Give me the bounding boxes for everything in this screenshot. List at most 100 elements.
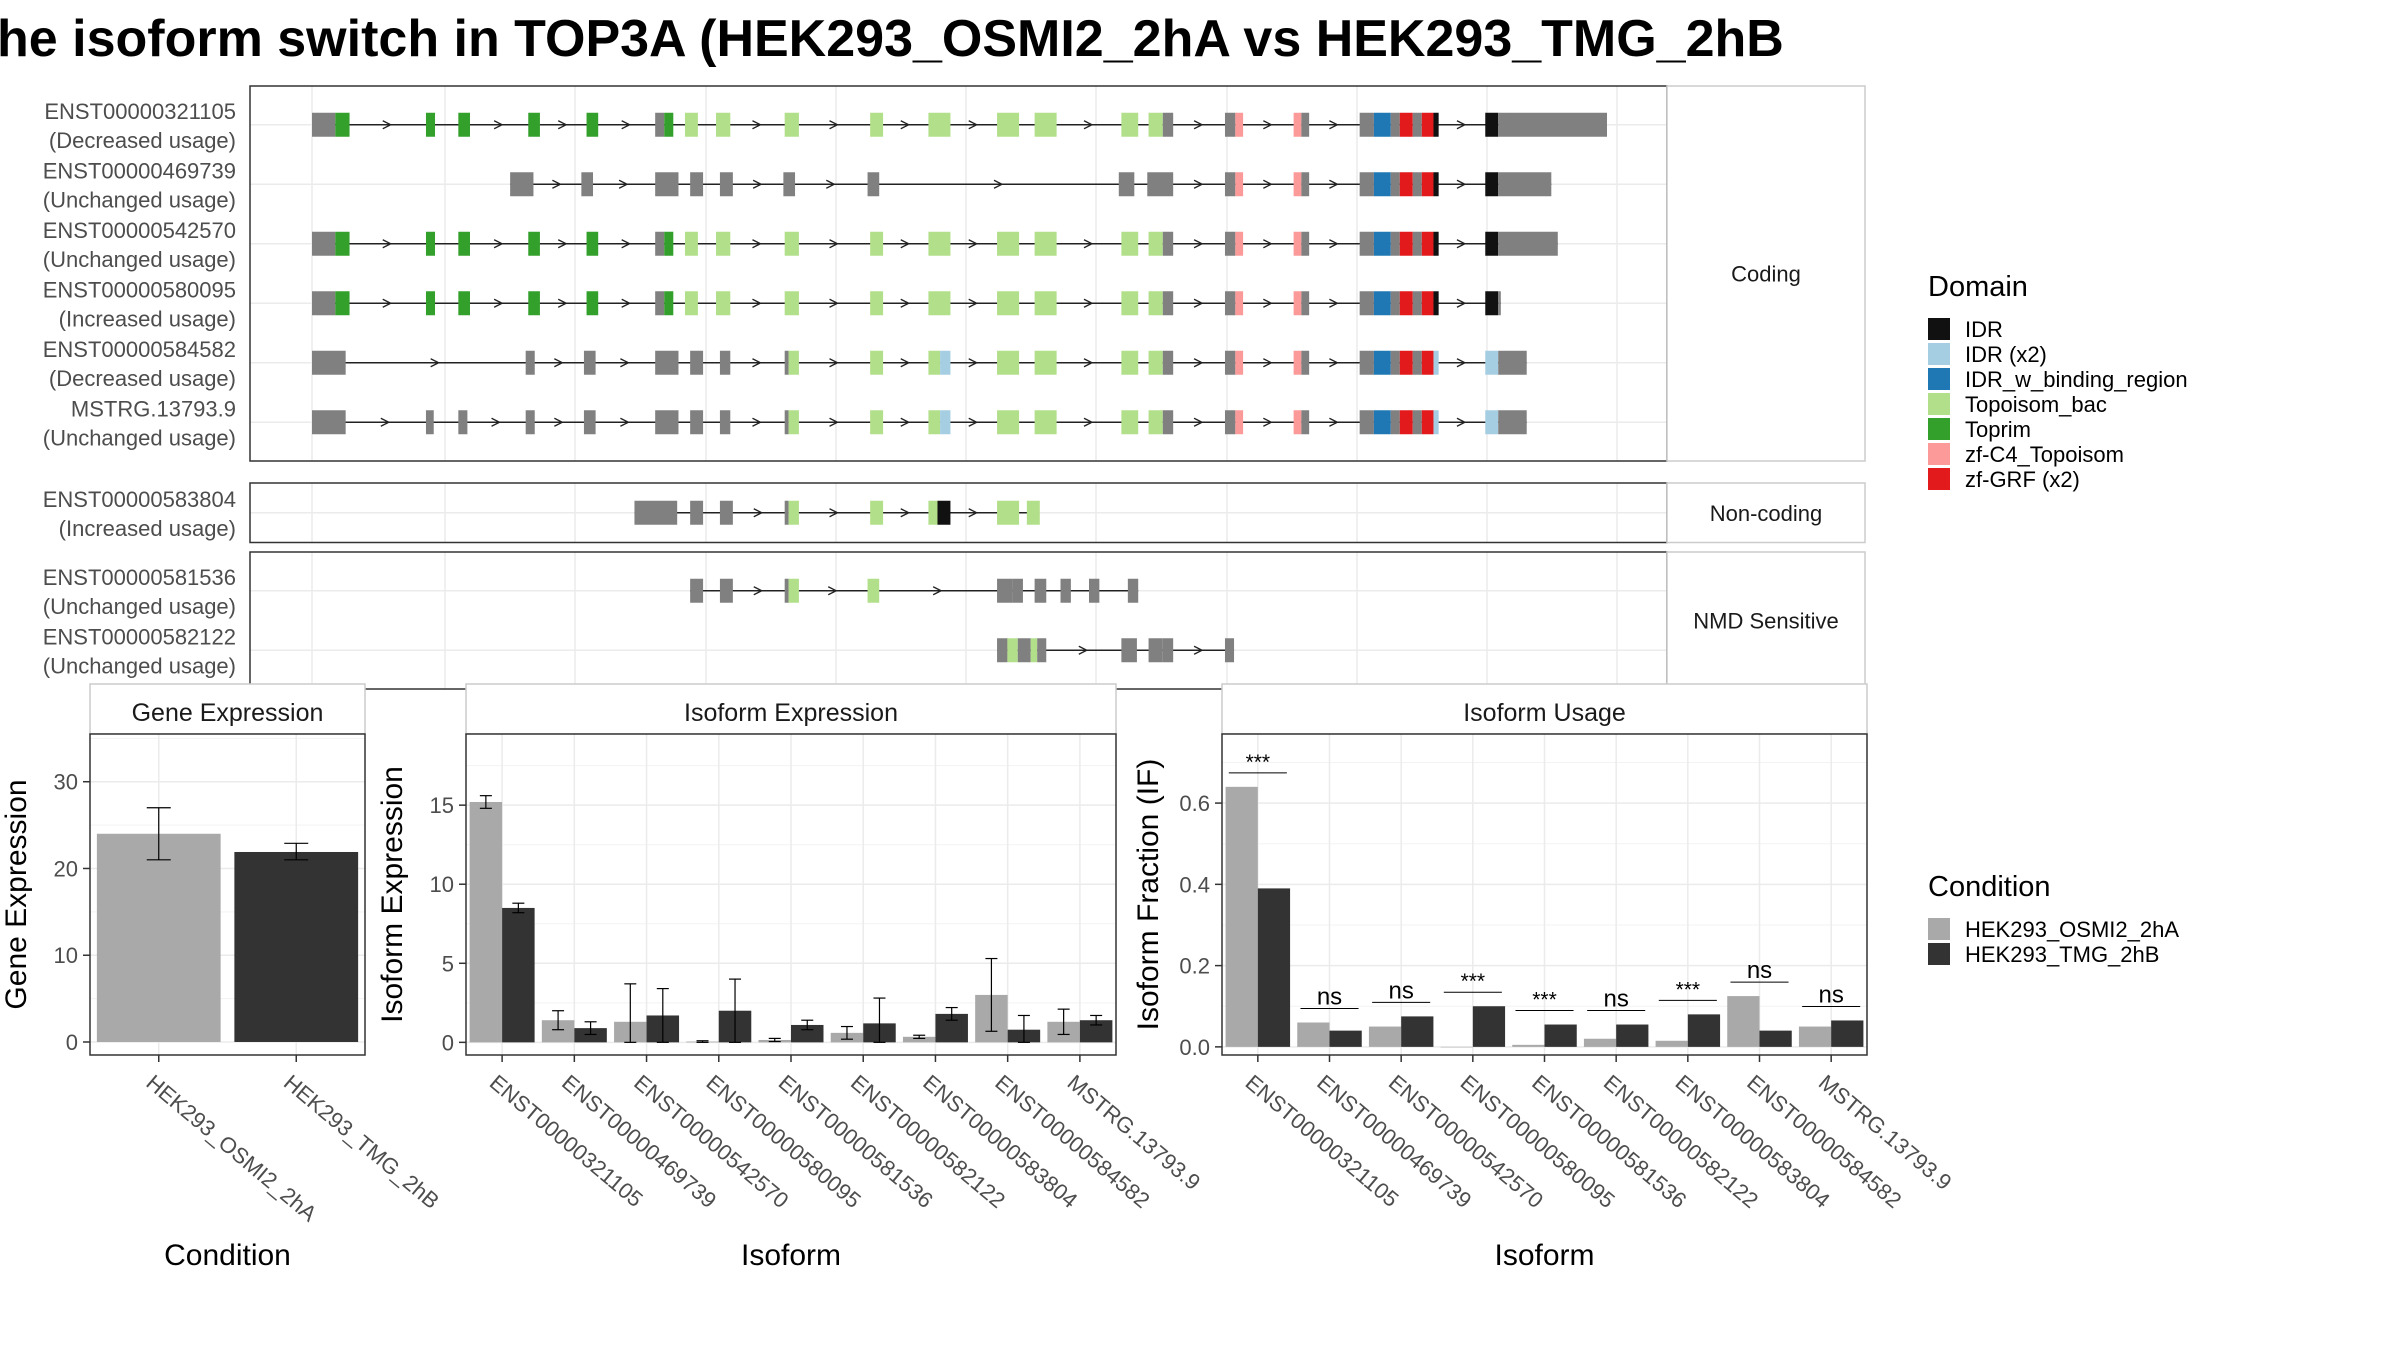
y-tick-label: 30 [54, 770, 78, 795]
exon-zf-c4-topoisom [1235, 410, 1244, 435]
facet-strip [1666, 85, 1866, 462]
exon-topoisom-bac [684, 112, 698, 137]
exon-no-domain [425, 410, 434, 435]
direction-arrow [1193, 417, 1204, 427]
exon-no-domain [312, 112, 336, 137]
direction-arrow [1456, 239, 1467, 249]
direction-arrow [552, 179, 562, 189]
exon-topoisom-bac [1034, 410, 1057, 435]
exon-idr-w-binding-region [1373, 350, 1391, 375]
exon-toprim [335, 231, 350, 256]
x-axis-title: Isoform [1494, 1239, 1594, 1272]
exon-no-domain [1034, 578, 1047, 603]
exon-topoisom-bac [1121, 231, 1139, 256]
exon-idr-x2- [1433, 350, 1439, 375]
exon-no-domain [1359, 231, 1374, 256]
exon-topoisom-bac [788, 500, 799, 525]
exon-no-domain [525, 410, 535, 435]
direction-arrow [1456, 358, 1467, 368]
exon-idr [1433, 172, 1439, 197]
direction-arrow [1329, 120, 1339, 130]
transcript-row: ENST00000584582 (Decreased usage) [43, 337, 1667, 391]
direction-arrow [1456, 120, 1467, 130]
exon-idr [1433, 231, 1439, 256]
legend-label: IDR [1965, 317, 2003, 342]
exon-zf-c4-topoisom [1235, 231, 1244, 256]
exon-idr [1433, 291, 1439, 316]
y-tick-label: 10 [54, 943, 78, 968]
bar [1616, 1024, 1649, 1047]
exon-toprim [335, 112, 350, 137]
facet-label: Non-coding [1710, 501, 1823, 526]
direction-arrow [1083, 120, 1094, 130]
direction-arrow [1329, 358, 1339, 368]
exon-toprim [528, 231, 540, 256]
direction-arrow [430, 358, 441, 368]
direction-arrow [968, 298, 979, 308]
significance-label: *** [1246, 751, 1271, 774]
exon-topoisom-bac [1148, 112, 1163, 137]
exon-no-domain [1412, 410, 1422, 435]
direction-arrow [1083, 298, 1094, 308]
bar [1727, 996, 1760, 1047]
exon-zf-grf-x2- [1399, 410, 1413, 435]
exon-topoisom-bac [997, 291, 1020, 316]
exon-no-domain [1390, 112, 1400, 137]
exon-no-domain [1359, 291, 1374, 316]
exon-no-domain [1498, 172, 1506, 197]
direction-arrow [752, 298, 762, 308]
exon-topoisom-bac [870, 291, 884, 316]
direction-arrow [993, 179, 1004, 189]
exon-no-domain [784, 350, 789, 375]
legend-swatch [1928, 943, 1950, 965]
bar [1329, 1030, 1362, 1047]
transcript-id-label: ENST00000542570 [43, 218, 236, 243]
exon-no-domain [510, 172, 534, 197]
exon-topoisom-bac [716, 291, 731, 316]
exon-no-domain [583, 410, 596, 435]
exon-no-domain [1505, 172, 1552, 197]
exon-zf-c4-topoisom [1235, 172, 1244, 197]
exon-no-domain [1301, 410, 1310, 435]
exon-no-domain [719, 172, 733, 197]
transcript-usage-label: (Increased usage) [59, 516, 236, 541]
direction-arrow [557, 120, 568, 130]
exon-no-domain [1301, 112, 1310, 137]
transcript-id-label: ENST00000581536 [43, 565, 236, 590]
direction-arrow [900, 239, 911, 249]
direction-arrow [620, 358, 630, 368]
exon-topoisom-bac [1026, 500, 1040, 525]
direction-arrow [752, 417, 762, 427]
direction-arrow [752, 239, 762, 249]
exon-no-domain [1162, 291, 1174, 316]
bar [234, 851, 359, 1042]
transcript-id-label: ENST00000582122 [43, 624, 236, 649]
exon-no-domain [1037, 638, 1047, 663]
exon-idr-x2- [1433, 410, 1439, 435]
exon-no-domain [655, 291, 665, 316]
exon-no-domain [784, 500, 789, 525]
direction-arrow [968, 417, 979, 427]
transcript-usage-label: (Unchanged usage) [43, 594, 236, 619]
transcript-row: ENST00000583804 (Increased usage) [43, 487, 1667, 541]
exon-idr-x2- [940, 350, 951, 375]
exon-no-domain [655, 172, 679, 197]
direction-arrow [829, 417, 839, 427]
facet-strip [1666, 551, 1866, 690]
exon-topoisom-bac [867, 578, 880, 603]
chart-isoform-expression: Isoform Expression051015ENST00000321105E… [376, 683, 1205, 1272]
direction-arrow [829, 298, 839, 308]
direction-arrow [932, 586, 943, 596]
exon-no-domain [690, 500, 704, 525]
exon-no-domain [719, 350, 731, 375]
exon-zf-grf-x2- [1399, 291, 1413, 316]
direction-arrow [827, 586, 838, 596]
exon-no-domain [1498, 410, 1527, 435]
exon-topoisom-bac [928, 500, 938, 525]
exon-no-domain [719, 578, 733, 603]
exon-no-domain [634, 500, 678, 525]
direction-arrow [1263, 179, 1273, 189]
exon-toprim [664, 112, 674, 137]
exon-no-domain [312, 231, 336, 256]
domain-legend-title: Domain [1928, 271, 2028, 303]
